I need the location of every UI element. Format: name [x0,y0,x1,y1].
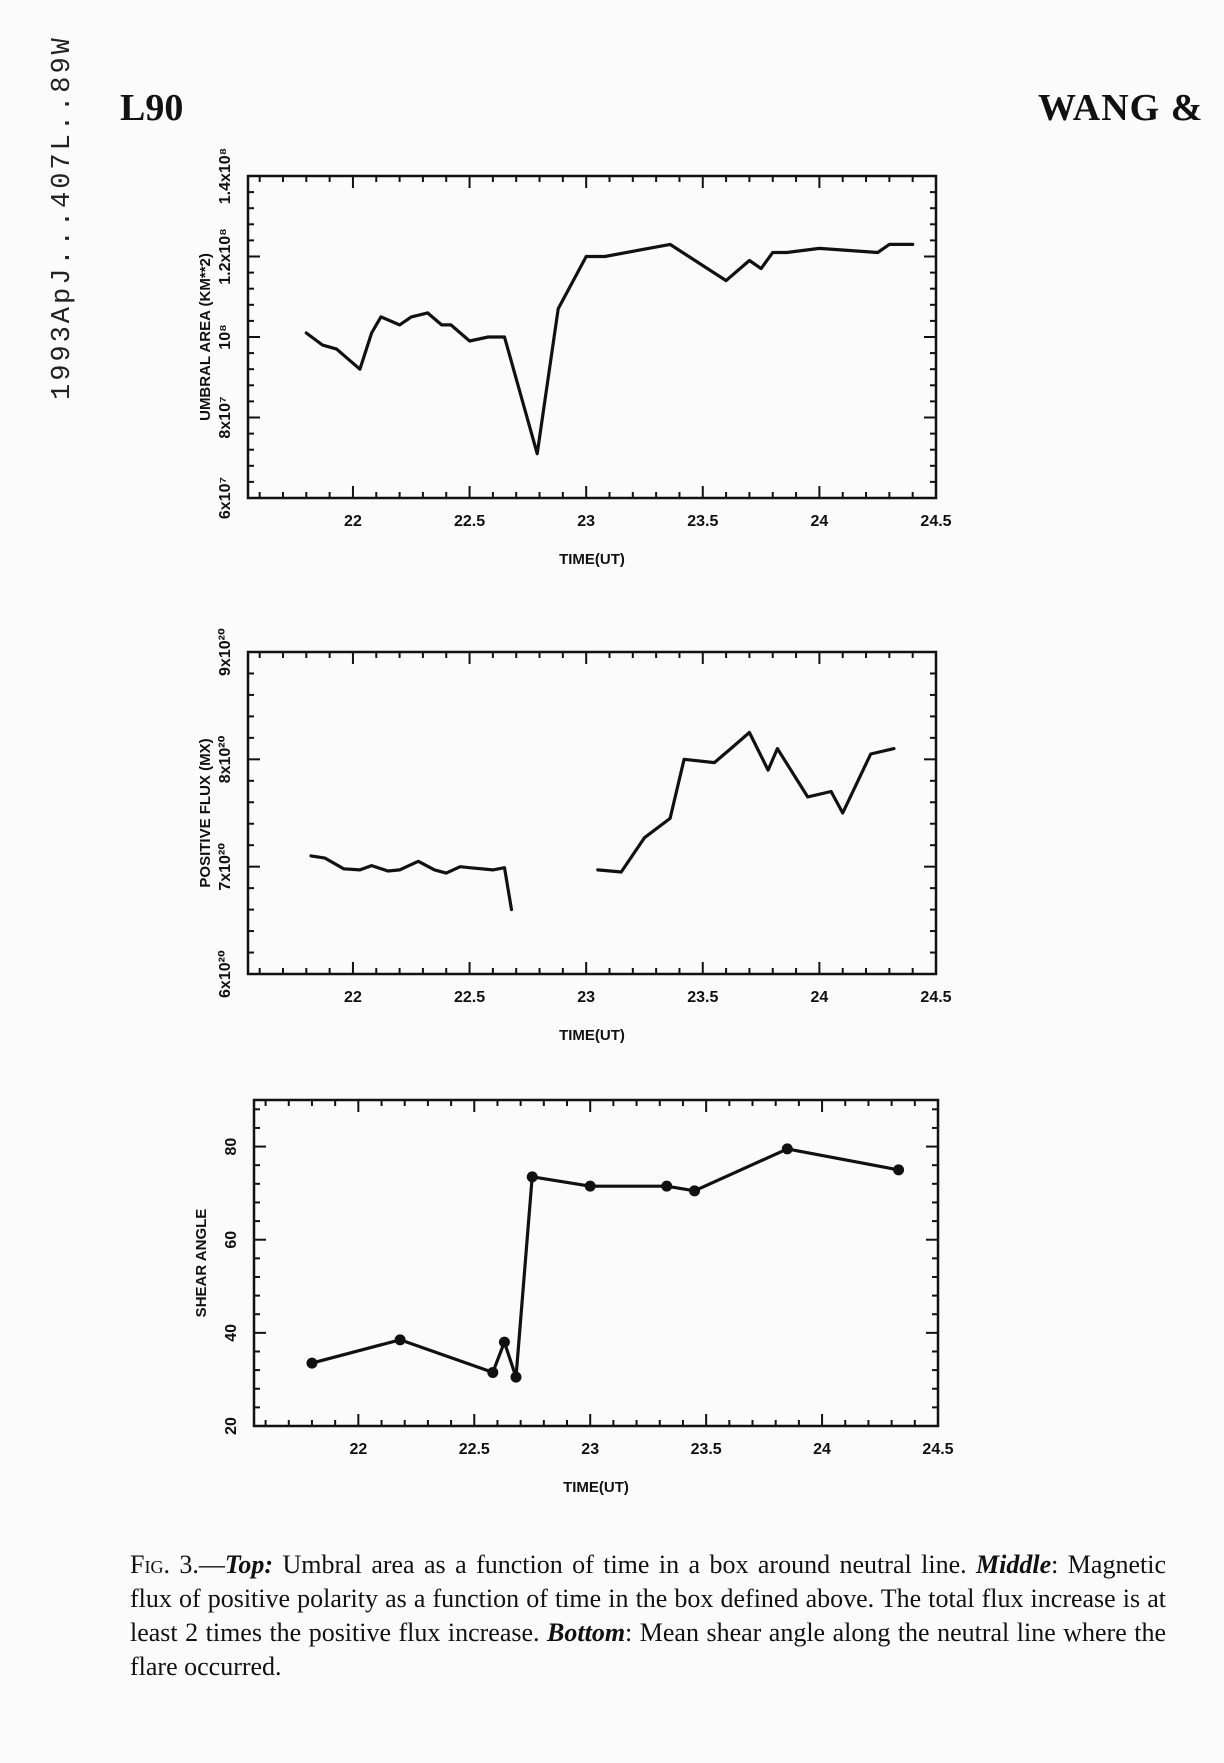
caption-middle-text: : Magnetic flux of positive polarity as … [130,1550,1166,1647]
x-tick-label: 22 [344,989,362,1006]
x-tick-label: 24.5 [920,513,951,530]
data-point [526,1171,538,1183]
plot-frame [246,650,938,976]
y-axis-title: UMBRAL AREA (KM**2) [197,253,214,421]
data-point [487,1366,499,1378]
data-point [394,1334,406,1346]
x-tick-label: 23.5 [687,989,718,1006]
running-head: WANG & [1038,87,1204,129]
x-tick-label: 23.5 [687,513,718,530]
y-tick-label: 40 [223,1324,240,1342]
y-tick-label: 7x10²⁰ [217,843,234,891]
x-tick-label: 22.5 [459,1441,490,1458]
caption-fig-label: Fig. 3. [130,1550,199,1579]
data-point [584,1180,596,1192]
page-number: L90 [120,87,184,129]
series-line [596,730,896,874]
caption-dash: — [198,1550,225,1579]
data-point [498,1336,510,1348]
y-tick-label: 1.2x10⁸ [217,228,234,285]
plot-frame [252,1098,940,1428]
x-tick-label: 23 [581,1441,599,1458]
data-point [661,1180,673,1192]
x-axis-title: TIME(UT) [559,1027,625,1044]
x-tick-label: 23.5 [691,1441,722,1458]
caption-bottom-label: Bottom [547,1618,626,1647]
x-tick-label: 24 [813,1441,831,1458]
caption-bottom-text: : Mean shear angle along the neutral lin… [130,1618,1167,1681]
y-tick-label: 6x10²⁰ [217,950,234,998]
y-axis-title: POSITIVE FLUX (MX) [197,738,214,887]
x-tick-label: 24 [810,989,828,1006]
x-axis-title: TIME(UT) [563,1479,629,1496]
y-tick-label: 10⁸ [217,324,234,349]
series-line [309,854,514,912]
y-tick-label: 20 [223,1417,240,1435]
y-tick-label: 80 [223,1138,240,1156]
x-tick-label: 24.5 [922,1441,953,1458]
y-tick-label: 8x10²⁰ [217,735,234,783]
caption-top-label: Top: [224,1550,274,1579]
x-tick-label: 24.5 [920,989,951,1006]
caption-middle-label: Middle [976,1550,1052,1579]
x-tick-label: 22 [344,513,362,530]
y-tick-label: 6x10⁷ [217,477,234,519]
data-point [510,1371,522,1383]
umbral-area-chart: 22 22.5 23 23.5 24 24.5 6x10⁷ 8x10⁷ 10⁸ 1.2x10⁸ 1.… [197,148,952,568]
x-tick-label: 23 [577,513,595,530]
x-tick-label: 23 [577,989,595,1006]
x-axis-title: TIME(UT) [559,551,625,568]
series-line [304,242,915,456]
data-point [689,1185,701,1197]
y-tick-label: 9x10²⁰ [217,628,234,676]
shear-angle-chart: 22 22.5 23 23.5 24 24.5 20 40 60 80 TIME(UT) SHEAR … [193,1098,954,1496]
caption-top-text: Umbral area as a function of time in a b… [273,1550,977,1579]
x-tick-label: 24 [810,513,828,530]
x-tick-label: 22.5 [454,513,485,530]
data-point [781,1143,793,1155]
y-axis-title: SHEAR ANGLE [193,1209,210,1318]
data-point [893,1164,905,1176]
positive-flux-chart: 22 22.5 23 23.5 24 24.5 6x10²⁰ 7x10²⁰ 8x10²⁰ 9x10… [197,628,952,1044]
y-tick-label: 60 [223,1231,240,1249]
figure-caption: Fig. 3.—Top: Umbral area as a function o… [130,1548,1166,1684]
plot-frame [246,174,938,500]
data-point [306,1357,318,1369]
x-tick-label: 22.5 [454,989,485,1006]
y-tick-label: 8x10⁷ [217,396,234,438]
y-tick-label: 1.4x10⁸ [217,148,234,205]
x-tick-label: 22 [349,1441,367,1458]
